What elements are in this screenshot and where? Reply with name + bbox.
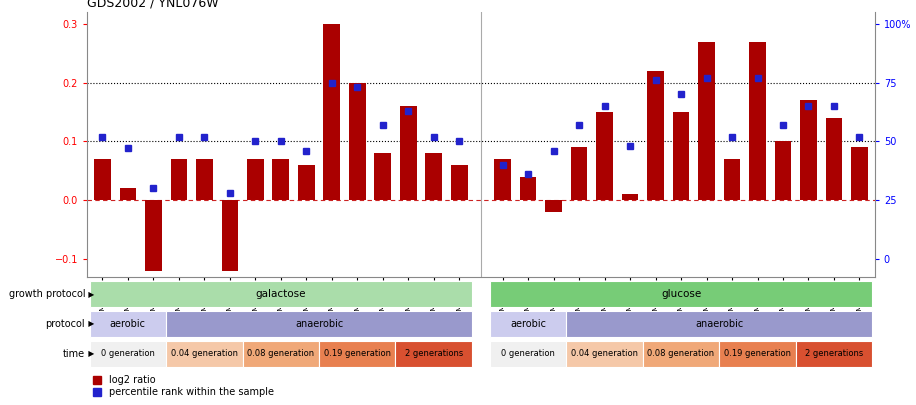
Bar: [298, 165, 314, 200]
Text: ▶: ▶: [86, 350, 94, 358]
Bar: [698, 42, 714, 200]
Text: ▶: ▶: [86, 290, 94, 298]
Bar: [349, 83, 365, 200]
Bar: [272, 159, 289, 200]
Bar: [90, 281, 472, 307]
Bar: [724, 159, 740, 200]
Bar: [166, 341, 243, 367]
Bar: [749, 42, 766, 200]
Text: 2 generations: 2 generations: [805, 350, 863, 358]
Text: GDS2002 / YNL076W: GDS2002 / YNL076W: [87, 0, 219, 10]
Text: 0.08 generation: 0.08 generation: [247, 350, 314, 358]
Text: anaerobic: anaerobic: [695, 319, 744, 329]
Text: anaerobic: anaerobic: [295, 319, 344, 329]
Bar: [375, 153, 391, 200]
Bar: [672, 112, 690, 200]
Text: time: time: [63, 349, 85, 359]
Bar: [571, 147, 587, 200]
Bar: [490, 311, 566, 337]
Bar: [243, 341, 319, 367]
Text: aerobic: aerobic: [110, 319, 146, 329]
Text: 2 generations: 2 generations: [405, 350, 463, 358]
Bar: [145, 200, 161, 271]
Bar: [719, 341, 796, 367]
Text: galactose: galactose: [256, 289, 306, 299]
Bar: [545, 200, 562, 212]
Bar: [247, 159, 264, 200]
Text: 0 generation: 0 generation: [501, 350, 555, 358]
Bar: [775, 141, 791, 200]
Bar: [451, 165, 467, 200]
Bar: [566, 311, 872, 337]
Text: protocol: protocol: [46, 319, 85, 329]
Text: growth protocol: growth protocol: [8, 289, 85, 299]
Bar: [825, 118, 843, 200]
Bar: [495, 159, 511, 200]
Bar: [196, 159, 213, 200]
Bar: [425, 153, 442, 200]
Bar: [596, 112, 613, 200]
Bar: [319, 341, 396, 367]
Bar: [851, 147, 867, 200]
Bar: [566, 341, 643, 367]
Text: aerobic: aerobic: [510, 319, 546, 329]
Bar: [622, 194, 638, 200]
Text: 0.04 generation: 0.04 generation: [170, 350, 238, 358]
Text: ▶: ▶: [86, 320, 94, 328]
Bar: [119, 188, 136, 200]
Text: glucose: glucose: [661, 289, 701, 299]
Bar: [396, 341, 472, 367]
Bar: [490, 281, 872, 307]
Bar: [400, 106, 417, 200]
Bar: [801, 100, 817, 200]
Text: 0 generation: 0 generation: [101, 350, 155, 358]
Bar: [222, 200, 238, 271]
Legend: log2 ratio, percentile rank within the sample: log2 ratio, percentile rank within the s…: [92, 375, 275, 397]
Bar: [166, 311, 472, 337]
Bar: [643, 341, 719, 367]
Bar: [90, 311, 166, 337]
Bar: [94, 159, 111, 200]
Bar: [796, 341, 872, 367]
Bar: [323, 24, 340, 200]
Text: 0.19 generation: 0.19 generation: [724, 350, 791, 358]
Bar: [519, 177, 537, 200]
Bar: [90, 341, 166, 367]
Text: 0.19 generation: 0.19 generation: [323, 350, 391, 358]
Bar: [490, 341, 566, 367]
Bar: [648, 71, 664, 200]
Bar: [170, 159, 187, 200]
Text: 0.08 generation: 0.08 generation: [648, 350, 714, 358]
Text: 0.04 generation: 0.04 generation: [571, 350, 638, 358]
